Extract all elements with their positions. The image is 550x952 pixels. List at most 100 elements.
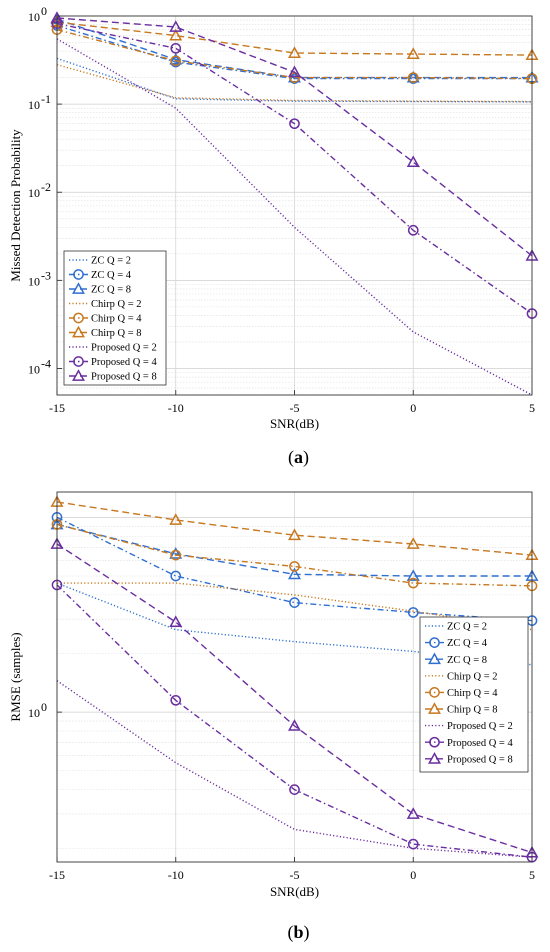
- data-point: [406, 537, 420, 549]
- legend-label: ZC Q = 4: [447, 638, 488, 649]
- series-4: [56, 64, 533, 103]
- data-point: [170, 570, 182, 582]
- data-point: [406, 807, 420, 819]
- x-tick-label: -15: [49, 401, 65, 415]
- y-tick-exponent: -3: [41, 268, 51, 282]
- data-point: [169, 547, 183, 559]
- data-point: [407, 224, 419, 236]
- legend-label: Proposed Q = 2: [91, 343, 157, 354]
- data-point: [288, 528, 301, 541]
- y-tick-exponent: -1: [41, 92, 51, 106]
- data-point: [407, 72, 419, 83]
- series-line: [56, 28, 533, 80]
- series-line: [56, 582, 533, 666]
- data-point: [407, 607, 419, 618]
- x-tick-label: -10: [168, 401, 184, 415]
- legend-label: ZC Q = 8: [91, 285, 131, 296]
- x-tick-label: -5: [290, 401, 300, 415]
- x-tick-label: -10: [168, 868, 184, 882]
- data-point: [170, 549, 182, 561]
- data-point: [169, 513, 183, 525]
- series-line: [56, 18, 532, 79]
- data-point: [288, 719, 301, 731]
- legend-label: Chirp Q = 2: [91, 299, 142, 310]
- legend: ZC Q = 2 ZC Q = 4 ZC Q = 8 Chirp Q = 2 Chirp…: [419, 616, 529, 773]
- series-6: [50, 15, 539, 61]
- series-7: [56, 680, 533, 858]
- figure-caption: (a): [288, 447, 309, 468]
- data-point: [289, 597, 300, 608]
- data-point: [407, 577, 419, 589]
- x-tick-label: 5: [529, 401, 535, 415]
- legend-marker: [428, 652, 441, 665]
- y-tick-exponent: -4: [41, 356, 51, 370]
- legend-label: ZC Q = 8: [447, 655, 487, 666]
- x-tick-label: -5: [290, 868, 300, 882]
- legend-label: ZC Q = 4: [91, 270, 132, 281]
- series-line: [56, 680, 533, 858]
- series-line: [56, 543, 533, 854]
- data-point: [406, 155, 420, 167]
- data-point: [170, 55, 182, 67]
- data-point: [406, 47, 420, 59]
- x-tick-label: -15: [49, 868, 65, 882]
- data-point: [406, 569, 420, 581]
- series-3: [50, 517, 539, 581]
- y-axis-label: RMSE (samples): [8, 632, 23, 721]
- y-tick-label: 10: [28, 98, 40, 112]
- series-line: [56, 523, 533, 587]
- data-point: [289, 784, 300, 795]
- legend-marker: [428, 752, 441, 764]
- y-tick-exponent: 0: [41, 700, 47, 714]
- y-tick-label: 10: [28, 706, 40, 720]
- legend-marker: [429, 637, 440, 648]
- y-tick-label: 10: [28, 274, 40, 288]
- series-line: [56, 21, 533, 56]
- legend-label: Proposed Q = 2: [447, 721, 513, 732]
- series-line: [56, 64, 533, 103]
- data-point: [288, 46, 301, 58]
- legend-marker: [73, 356, 84, 367]
- x-tick-label: 0: [410, 868, 416, 882]
- legend-label: Chirp Q = 2: [447, 671, 498, 682]
- y-tick-exponent: 0: [41, 4, 47, 18]
- series-line: [56, 17, 533, 257]
- legend-marker: [72, 282, 85, 294]
- data-point: [170, 42, 182, 54]
- legend-label: Chirp Q = 4: [447, 688, 498, 699]
- legend-marker: [72, 325, 85, 338]
- x-axis-label: SNR(dB): [270, 416, 319, 431]
- legend: ZC Q = 2 ZC Q = 4 ZC Q = 8 Chirp Q = 2 Chirp…: [63, 250, 167, 386]
- legend-label: Proposed Q = 4: [91, 357, 157, 368]
- series-line: [56, 22, 533, 315]
- data-point: [169, 28, 183, 41]
- x-tick-label: 5: [529, 868, 535, 882]
- legend-label: Proposed Q = 8: [447, 754, 513, 765]
- legend-label: Chirp Q = 8: [91, 328, 142, 339]
- chart-a: -15 -10 -5 0 510-410-310-210-110 0SNR(dB)Miss…: [8, 4, 539, 468]
- legend-label: Proposed Q = 8: [91, 372, 157, 383]
- figure-caption: (b): [287, 922, 309, 943]
- data-point: [169, 615, 183, 627]
- legend-marker: [73, 312, 84, 324]
- data-point: [170, 694, 182, 706]
- legend-marker: [429, 687, 440, 698]
- series-line: [56, 584, 533, 858]
- legend-box: [63, 250, 167, 386]
- data-point: [289, 561, 300, 572]
- y-axis-label: Missed Detection Probability: [8, 129, 23, 282]
- legend-marker: [72, 369, 85, 381]
- legend-label: Proposed Q = 4: [447, 738, 513, 749]
- y-tick-exponent: -2: [41, 180, 51, 194]
- legend-marker: [73, 269, 84, 280]
- series-line: [56, 501, 533, 556]
- series-line: [56, 523, 532, 577]
- x-tick-label: 0: [410, 401, 416, 415]
- legend-label: Chirp Q = 4: [91, 314, 142, 325]
- data-point: [169, 20, 183, 32]
- legend-label: Chirp Q = 8: [447, 705, 498, 716]
- legend-label: ZC Q = 2: [91, 256, 131, 267]
- data-point: [169, 52, 183, 65]
